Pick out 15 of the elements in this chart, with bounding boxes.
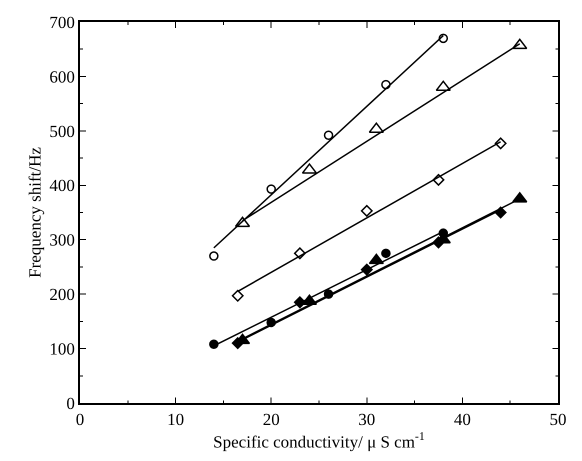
x-tick-label: 40	[454, 410, 471, 430]
x-axis-title: Specific conductivity/ μ S cm$^{-1}$	[213, 429, 425, 452]
y-tick-label: 400	[49, 176, 75, 196]
y-tick-label: 300	[49, 230, 75, 250]
y-tick-label: 600	[49, 67, 75, 86]
y-tick-label: 100	[49, 340, 75, 359]
y-tick-label: 500	[49, 122, 75, 141]
y-axis-title: Frequency shift/Hz	[25, 146, 44, 278]
x-tick-label: 30	[358, 410, 376, 430]
x-tick-label: 20	[262, 410, 280, 430]
y-tick-label: 200	[49, 285, 75, 304]
y-tick-label: 0	[66, 394, 75, 413]
y-tick-label: 700	[49, 12, 75, 32]
x-tick-label: 10	[167, 410, 184, 430]
x-tick-label: 50	[550, 410, 566, 430]
